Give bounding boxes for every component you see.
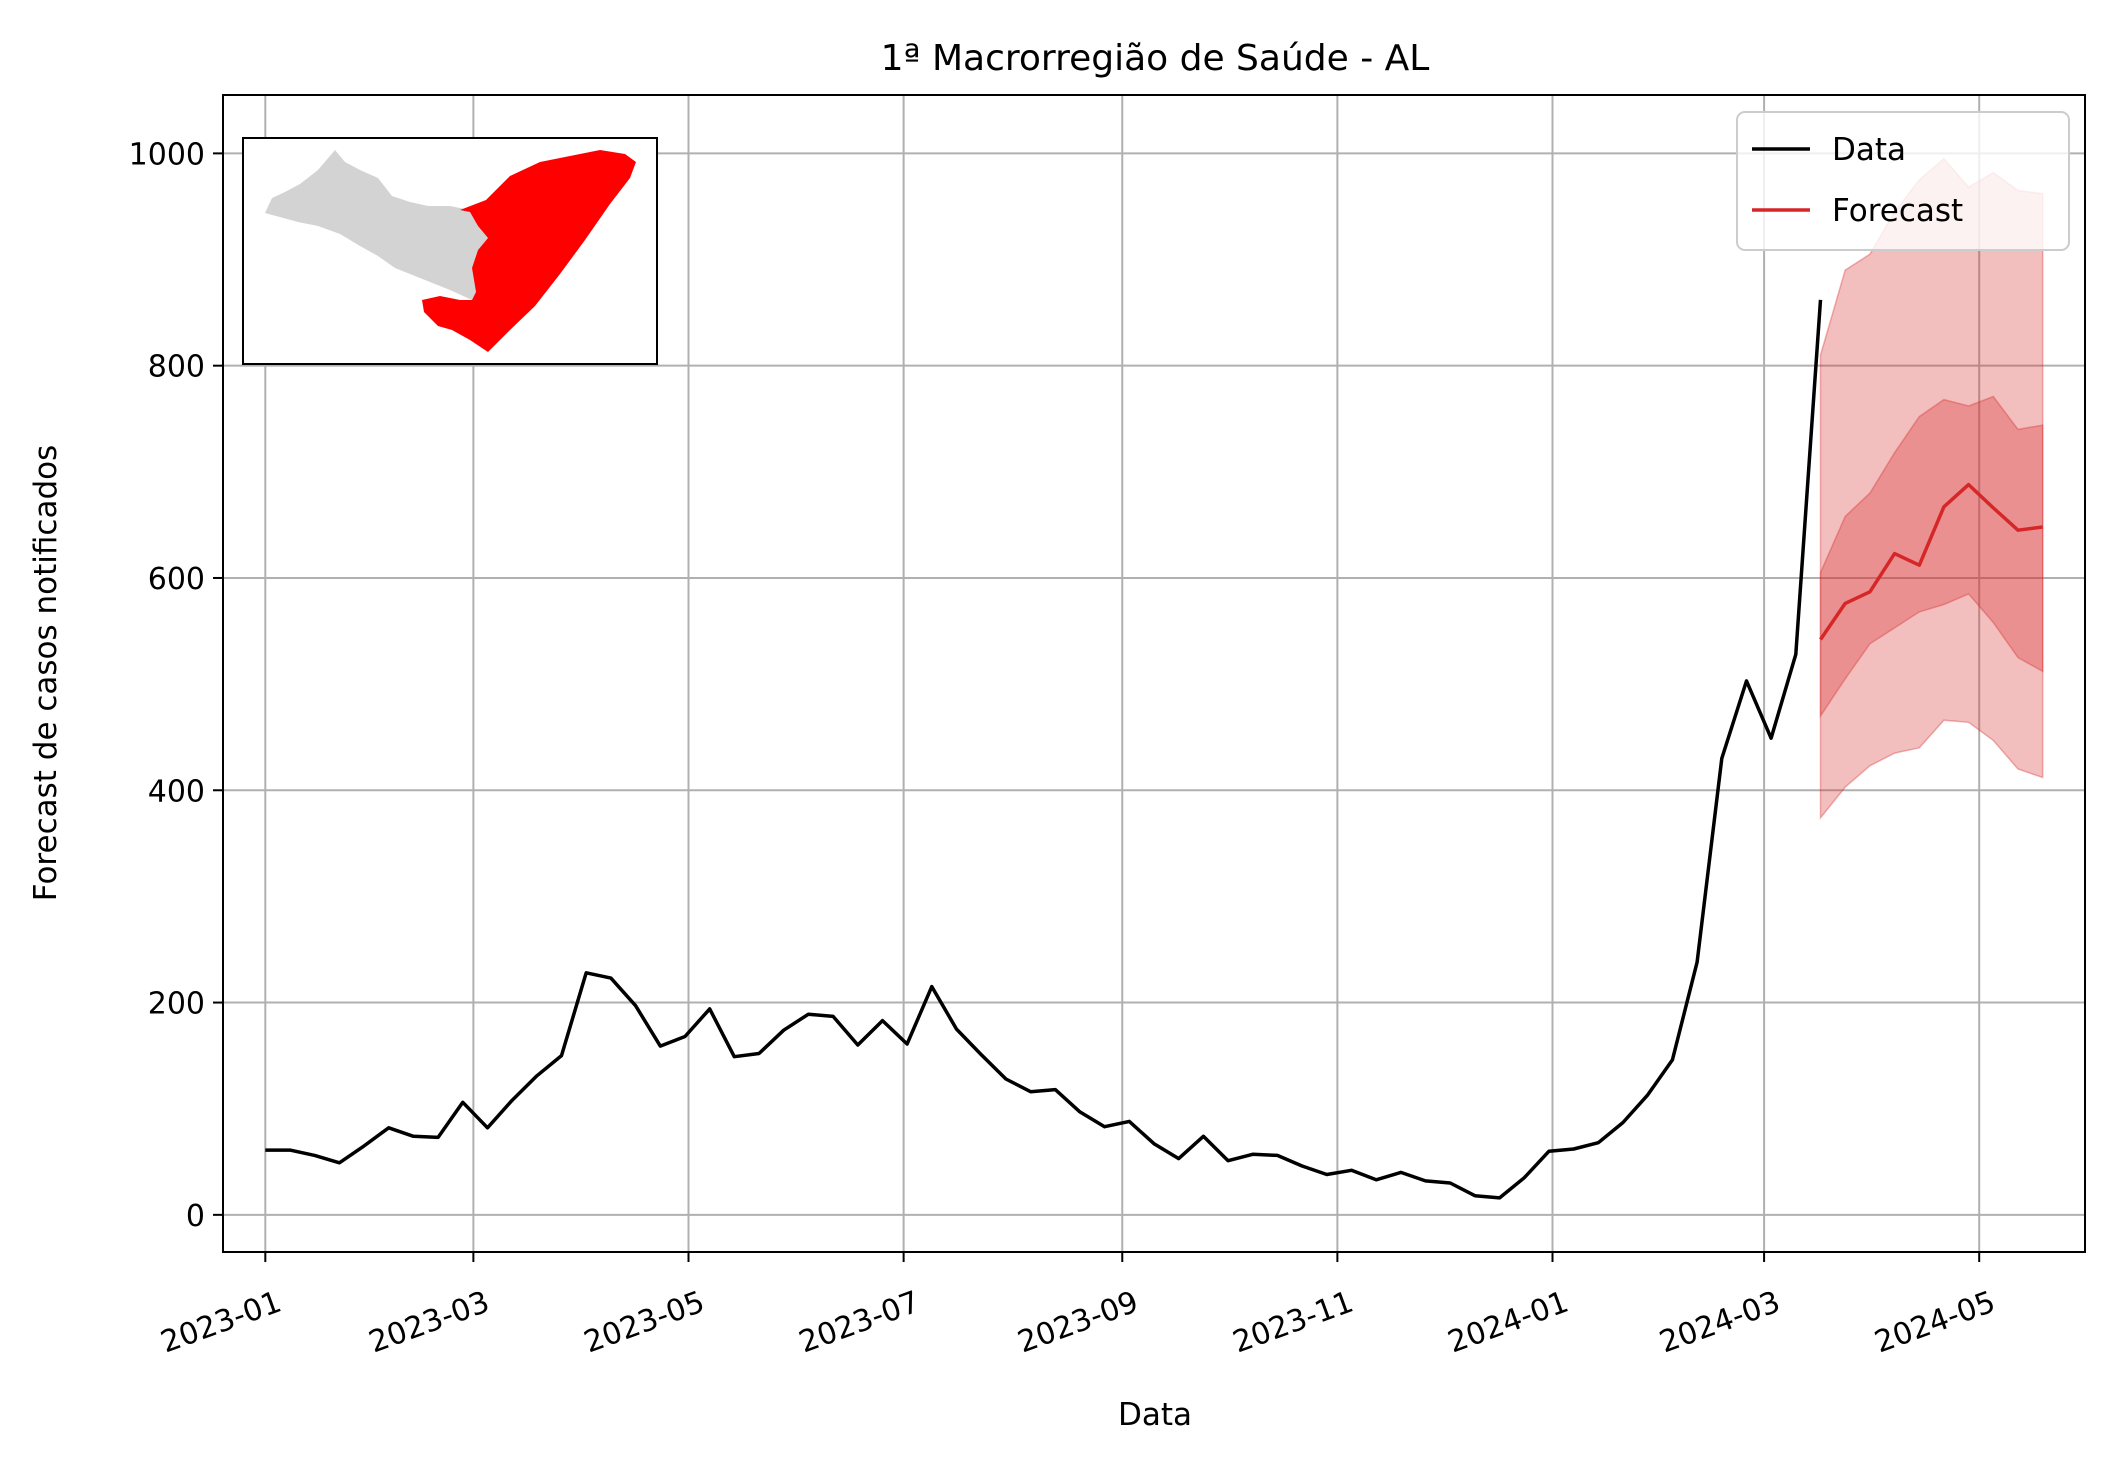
legend: Data Forecast <box>1736 111 2070 251</box>
y-tick-label: 1000 <box>129 137 205 172</box>
chart-title: 1ª Macrorregião de Saúde - AL <box>881 38 1430 79</box>
y-tick-label: 200 <box>148 987 205 1022</box>
forecast-band-50 <box>1819 395 2044 719</box>
y-axis-label: Forecast de casos notificados <box>28 445 64 902</box>
legend-label-data: Data <box>1832 132 1906 168</box>
plot-frame <box>222 94 2086 1253</box>
y-tick-label: 800 <box>148 350 205 385</box>
series-line-data <box>265 299 1823 1200</box>
y-tick-label: 0 <box>186 1199 205 1234</box>
y-axis: 0 200 400 600 800 1000 <box>129 137 223 1234</box>
series-lines <box>265 299 2043 1200</box>
legend-label-forecast: Forecast <box>1832 193 1963 229</box>
legend-box <box>1736 111 2070 251</box>
x-axis-label: Data <box>1118 1397 1192 1433</box>
y-tick-label: 400 <box>148 774 205 809</box>
inset-map <box>242 137 658 365</box>
map-region-highlight <box>422 150 636 352</box>
forecast-bands <box>1819 157 2044 821</box>
series-line-forecast <box>1819 482 2043 641</box>
map-region-gray <box>265 150 488 300</box>
y-tick-label: 600 <box>148 562 205 597</box>
